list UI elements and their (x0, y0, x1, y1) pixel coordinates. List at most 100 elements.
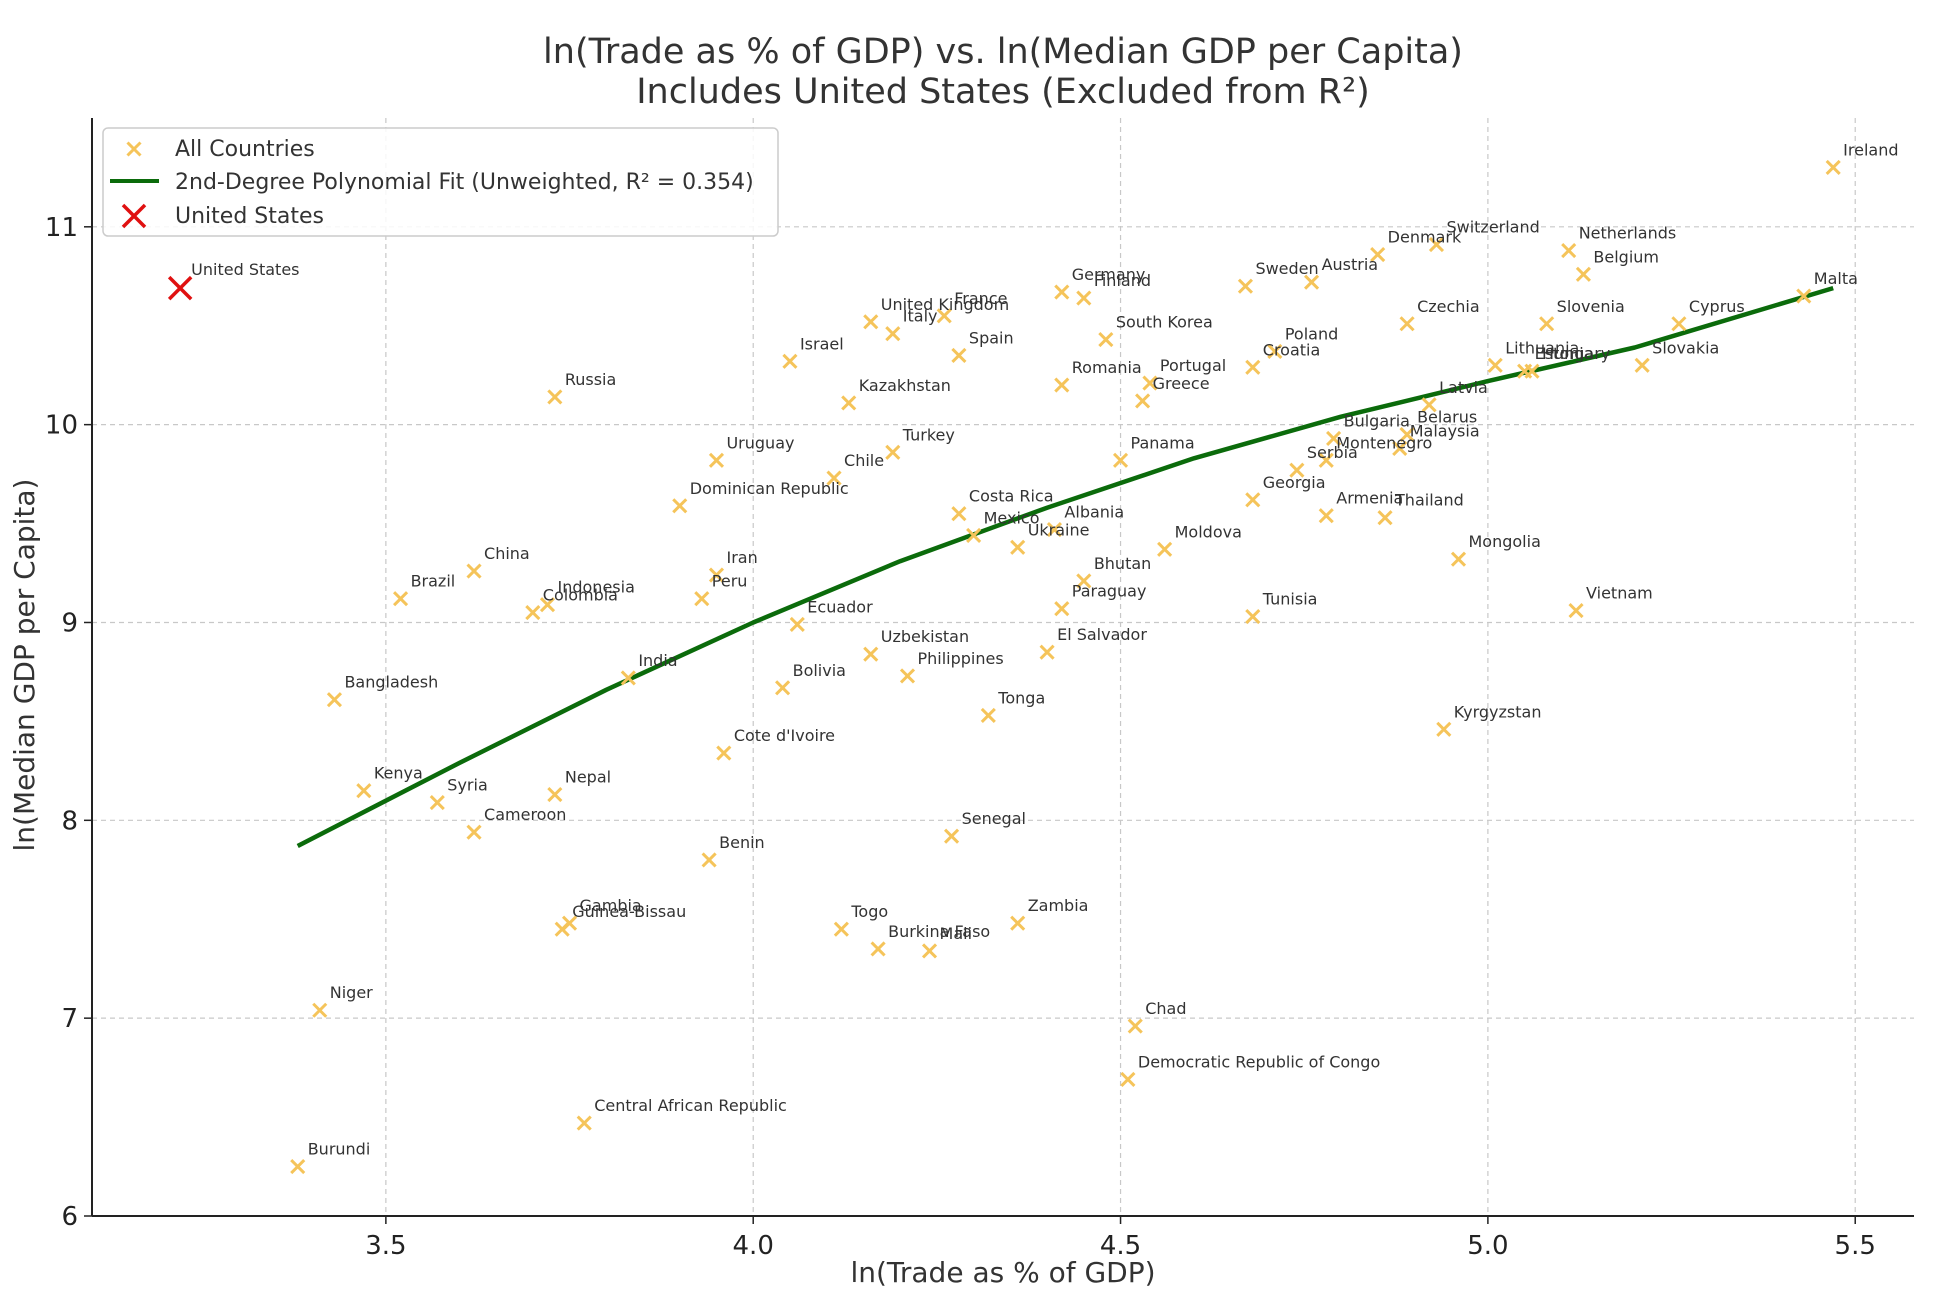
legend-cross-united-states (121, 203, 147, 229)
label-tunisia: Tunisia (1262, 590, 1318, 609)
legend-label-united-states: United States (175, 204, 324, 229)
point-south-korea (1098, 332, 1114, 348)
point-philippines (899, 668, 916, 684)
point-bolivia (775, 680, 791, 696)
label-burundi: Burundi (308, 1140, 371, 1159)
label-colombia: Colombia (543, 586, 618, 605)
y-tick-label-8: 8 (61, 806, 78, 836)
x-tick-label-3-5: 3.5 (365, 1231, 406, 1261)
point-mongolia (1450, 551, 1467, 567)
point-ireland (1825, 159, 1841, 176)
point-montenegro (1318, 452, 1334, 468)
point-hungary (1524, 363, 1540, 379)
label-finland: Finland (1094, 271, 1151, 290)
point-democratic-republic-of-congo (1120, 1071, 1136, 1088)
point-dominican-republic (672, 498, 688, 514)
label-turkey: Turkey (902, 425, 955, 444)
point-france (936, 308, 952, 324)
point-serbia (1289, 462, 1305, 478)
point-india (620, 670, 636, 686)
label-indonesia: Indonesia (558, 578, 635, 597)
label-czechia: Czechia (1417, 297, 1480, 316)
label-montenegro: Montenegro (1336, 433, 1432, 452)
label-gambia: Gambia (580, 896, 642, 915)
point-austria (1304, 274, 1320, 290)
point-slovakia (1634, 357, 1650, 373)
point-spain (951, 347, 967, 363)
chart-title: ln(Trade as % of GDP) vs. ln(Median GDP … (543, 32, 1463, 72)
label-united-kingdom: United Kingdom (881, 295, 1009, 314)
label-bhutan: Bhutan (1094, 554, 1151, 573)
label-mali: Mali (940, 924, 973, 943)
legend: All Countries 2nd-Degree Polynomial Fit … (102, 127, 779, 237)
label-brazil: Brazil (411, 572, 456, 591)
label-china: China (484, 544, 530, 563)
point-paraguay (1054, 601, 1070, 617)
point-bhutan (1076, 573, 1092, 589)
point-ukraine (1010, 539, 1026, 555)
label-ecuador: Ecuador (807, 597, 873, 616)
y-tick-label-11: 11 (45, 213, 78, 243)
label-portugal: Portugal (1160, 356, 1226, 375)
label-italy: Italy (903, 307, 938, 326)
label-uzbekistan: Uzbekistan (881, 627, 969, 646)
legend-marker-united-states (121, 203, 147, 229)
label-switzerland: Switzerland (1446, 218, 1539, 237)
label-chad: Chad (1145, 999, 1186, 1018)
label-croatia: Croatia (1263, 340, 1321, 359)
label-armenia: Armenia (1336, 489, 1403, 508)
point-kenya (356, 783, 372, 799)
legend-cross-all-countries (126, 141, 142, 157)
label-dominican-republic: Dominican Republic (690, 479, 849, 498)
point-romania (1054, 377, 1070, 393)
point-chad (1127, 1018, 1143, 1034)
x-tick-label-4-5: 4.5 (1100, 1231, 1141, 1261)
label-panama: Panama (1131, 433, 1195, 452)
point-vietnam (1568, 603, 1584, 619)
label-romania: Romania (1072, 358, 1142, 377)
legend-marker-all-countries (126, 141, 142, 157)
legend-box (102, 127, 779, 237)
label-kenya: Kenya (374, 764, 423, 783)
x-tick-label-5-5: 5.5 (1835, 1231, 1876, 1261)
point-cyprus (1671, 316, 1687, 332)
point-czechia (1399, 316, 1415, 332)
label-costa-rica: Costa Rica (969, 487, 1054, 506)
label-guinea-bissau: Guinea-Bissau (572, 902, 686, 921)
label-ukraine: Ukraine (1028, 520, 1090, 539)
label-zambia: Zambia (1028, 896, 1089, 915)
point-burundi (290, 1158, 306, 1175)
point-togo (833, 921, 849, 937)
label-cyprus: Cyprus (1689, 297, 1745, 316)
point-sweden (1237, 278, 1254, 294)
label-georgia: Georgia (1263, 473, 1326, 492)
point-brazil (393, 591, 409, 607)
point-el-salvador (1039, 644, 1055, 660)
point-indonesia (539, 597, 556, 613)
legend-label-all-countries: All Countries (175, 137, 315, 162)
label-russia: Russia (565, 370, 616, 389)
label-democratic-republic-of-congo: Democratic Republic of Congo (1138, 1052, 1380, 1071)
label-germany: Germany (1072, 265, 1146, 284)
point-turkey (885, 444, 901, 460)
point-peru (694, 591, 710, 607)
label-peru: Peru (712, 572, 748, 591)
label-niger: Niger (330, 983, 373, 1002)
label-israel: Israel (800, 334, 844, 353)
point-kyrgyzstan (1436, 721, 1452, 737)
label-india: India (638, 651, 677, 670)
label-united-states: United States (191, 260, 299, 279)
label-malaysia: Malaysia (1410, 421, 1480, 440)
point-labels-layer: Ireland Switzerland Netherlands Denmark Belg… (308, 140, 1899, 1158)
point-armenia (1318, 508, 1334, 524)
point-mexico (966, 527, 982, 543)
label-central-african-republic: Central African Republic (594, 1096, 787, 1115)
label-iran: Iran (726, 548, 757, 567)
label-cameroon: Cameroon (484, 805, 566, 824)
y-tick-label-9: 9 (61, 608, 78, 638)
chart-subtitle: Includes United States (Excluded from R²… (636, 72, 1370, 112)
point-tonga (980, 707, 996, 724)
point-lithuania (1487, 357, 1503, 373)
label-uruguay: Uruguay (726, 433, 794, 452)
